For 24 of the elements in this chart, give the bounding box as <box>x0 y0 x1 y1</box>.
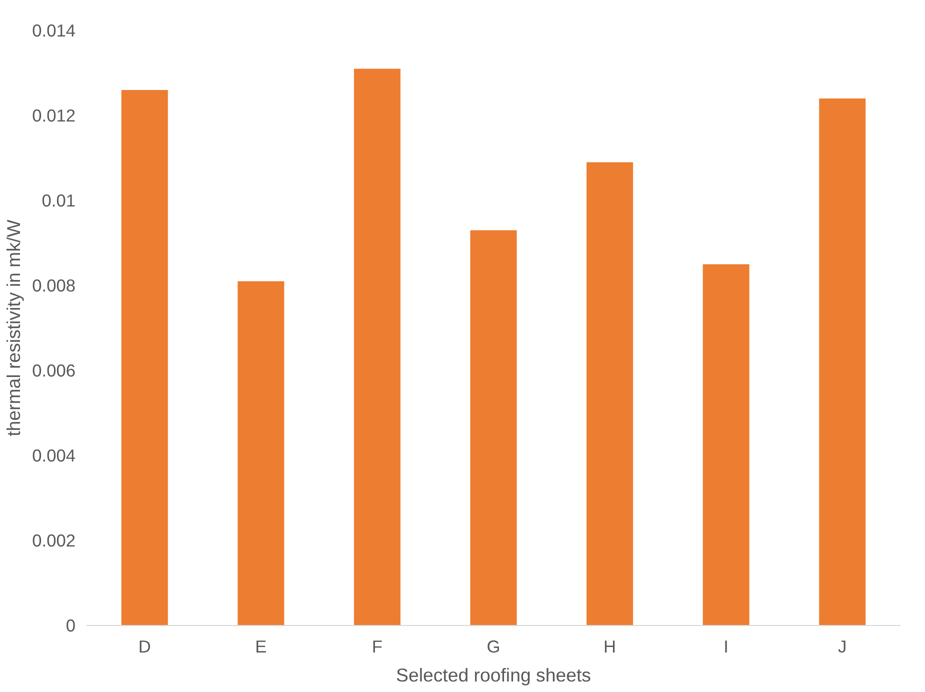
x-tick-label: I <box>724 636 728 656</box>
bar <box>470 230 517 626</box>
x-tick-label: F <box>372 636 383 656</box>
y-axis-title: thermal resistivity in mk/W <box>3 219 24 436</box>
y-tick-label: 0.01 <box>42 190 76 210</box>
bar <box>238 281 284 626</box>
bar <box>819 98 866 626</box>
y-tick-label: 0.014 <box>32 20 76 40</box>
y-tick-label: 0.006 <box>32 360 76 380</box>
y-tick-label: 0.012 <box>32 106 76 126</box>
y-tick-label: 0 <box>66 616 76 636</box>
x-tick-label: J <box>838 636 847 656</box>
bar <box>586 162 634 626</box>
y-tick-label: 0.002 <box>32 530 76 550</box>
bar <box>354 68 400 626</box>
x-tick-label: H <box>604 636 616 656</box>
y-tick-label: 0.004 <box>32 446 76 466</box>
x-axis-title: Selected roofing sheets <box>396 664 591 686</box>
bar <box>702 264 750 626</box>
x-tick-label: G <box>486 636 500 656</box>
x-tick-label: E <box>255 636 267 656</box>
y-tick-label: 0.008 <box>32 276 76 296</box>
x-tick-label: D <box>138 636 151 656</box>
bar <box>121 90 168 626</box>
